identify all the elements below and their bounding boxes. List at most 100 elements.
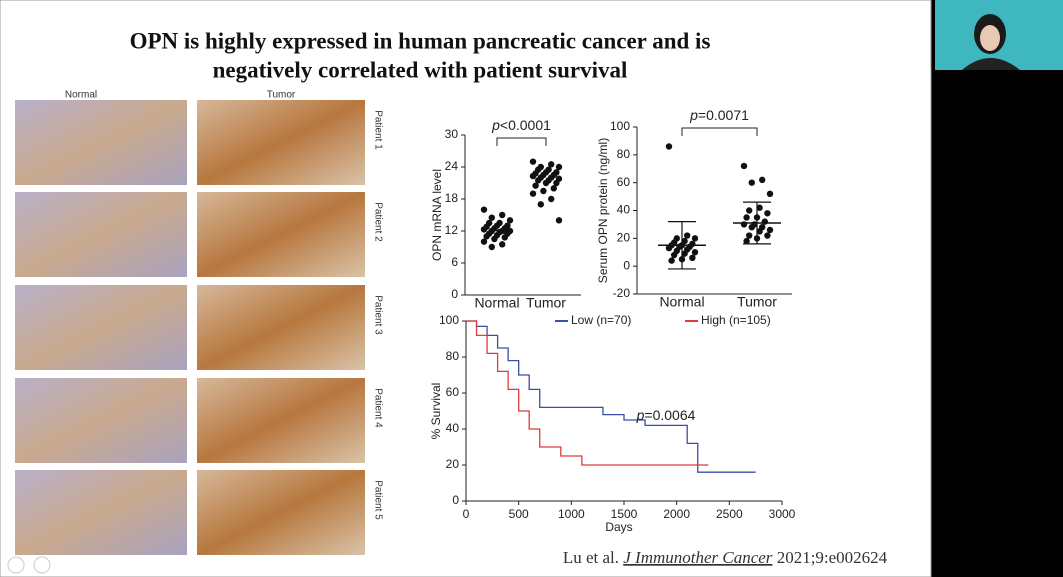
column-label: Normal: [65, 90, 97, 101]
zoom-button[interactable]: [7, 556, 25, 574]
bracket: [496, 137, 547, 146]
y-tick-label: 0: [623, 258, 630, 272]
data-point: [488, 243, 495, 251]
survival-line: [466, 320, 709, 466]
data-point: [691, 249, 699, 256]
data-point: [480, 226, 488, 233]
x-tick-label: 2500: [716, 507, 743, 521]
p-number: =0.0064: [644, 407, 695, 423]
row-label: Patient 2: [372, 202, 383, 242]
y-tick-label: 40: [446, 421, 460, 435]
webcam-face: [980, 25, 1000, 51]
error-bar: [668, 221, 696, 270]
y-tick-label: 100: [439, 313, 459, 327]
data-point: [529, 158, 537, 165]
x-tick-label: Normal: [474, 295, 519, 311]
x-tick-label: 2000: [663, 507, 690, 521]
y-tick-label: 100: [610, 119, 630, 133]
data-point: [740, 162, 748, 170]
histology-image: [197, 470, 365, 555]
data-point: [668, 257, 675, 264]
histology-image: [197, 192, 365, 277]
y-axis-label: % Survival: [429, 383, 443, 440]
legend-label: High (n=105): [701, 313, 771, 327]
y-tick-label: 6: [451, 255, 458, 269]
more-button[interactable]: [33, 556, 51, 574]
data-point: [480, 238, 488, 245]
y-axis-label: OPN mRNA level: [430, 169, 444, 261]
data-point: [759, 176, 766, 184]
histology-image: [197, 285, 365, 370]
data-point: [550, 185, 557, 192]
data-point: [756, 228, 763, 235]
row-label: Patient 5: [372, 480, 383, 520]
data-point: [756, 204, 763, 211]
data-point: [689, 254, 696, 262]
histology-image: [15, 192, 187, 277]
y-tick-label: 40: [617, 203, 631, 217]
y-tick-label: 80: [617, 147, 631, 161]
y-axis-label: Serum OPN protein (ng/ml): [596, 138, 610, 283]
data-point: [553, 179, 560, 187]
y-tick-label: 12: [445, 223, 459, 237]
citation-authors: Lu et al.: [563, 548, 619, 567]
data-point: [488, 214, 495, 221]
p-number: <0.0001: [500, 117, 551, 133]
citation-ref: 2021;9:e002624: [777, 548, 888, 567]
y-tick-label: 20: [446, 457, 460, 471]
y-tick-label: 80: [446, 349, 460, 363]
y-tick-label: -20: [613, 286, 631, 300]
row-label: Patient 4: [372, 388, 383, 428]
data-point: [766, 190, 774, 197]
y-tick-label: 0: [452, 493, 459, 507]
data-point: [542, 179, 550, 187]
data-point: [746, 232, 753, 239]
p-symbol: p: [636, 407, 645, 423]
column-label: Tumor: [267, 90, 296, 101]
row-label: Patient 1: [372, 110, 383, 150]
bracket: [681, 127, 758, 136]
data-point: [665, 244, 673, 252]
data-point: [691, 235, 699, 242]
p-value: p=0.0071: [689, 107, 749, 123]
data-point: [681, 250, 688, 257]
legend-label: Low (n=70): [571, 313, 631, 327]
data-point: [537, 201, 544, 208]
slide-title: OPN is highly expressed in human pancrea…: [130, 28, 711, 53]
data-point: [764, 210, 771, 217]
data-point: [499, 241, 506, 248]
data-point: [684, 232, 691, 239]
histology-image: [197, 378, 365, 463]
data-point: [746, 207, 753, 214]
x-axis-label: Days: [605, 520, 632, 534]
data-point: [529, 190, 537, 197]
y-tick-label: 60: [617, 175, 631, 189]
p-symbol: p: [689, 107, 698, 123]
slide-title: negatively correlated with patient survi…: [213, 57, 628, 82]
histology-image: [15, 378, 187, 463]
x-tick-label: 500: [509, 507, 529, 521]
data-point: [548, 161, 555, 168]
data-point: [535, 177, 542, 184]
data-point: [740, 221, 748, 228]
y-tick-label: 30: [445, 127, 459, 141]
y-tick-label: 20: [617, 231, 631, 245]
data-point: [555, 163, 563, 171]
y-tick-label: 60: [446, 385, 460, 399]
error-bar: [743, 201, 771, 245]
y-tick-label: 0: [451, 287, 458, 301]
y-tick-label: 18: [445, 191, 459, 205]
y-tick-label: 24: [445, 159, 459, 173]
citation: Lu et al. J Immunother Cancer 2021;9:e00…: [563, 548, 888, 567]
x-tick-label: Tumor: [737, 294, 777, 310]
data-point: [671, 251, 678, 259]
x-tick-label: Tumor: [526, 295, 566, 311]
histology-image: [197, 100, 365, 185]
x-tick-label: 1000: [558, 507, 585, 521]
data-point: [540, 187, 547, 195]
data-point: [665, 143, 673, 150]
survival-line: [466, 320, 756, 473]
x-tick-label: 3000: [769, 507, 796, 521]
data-point: [532, 182, 539, 189]
